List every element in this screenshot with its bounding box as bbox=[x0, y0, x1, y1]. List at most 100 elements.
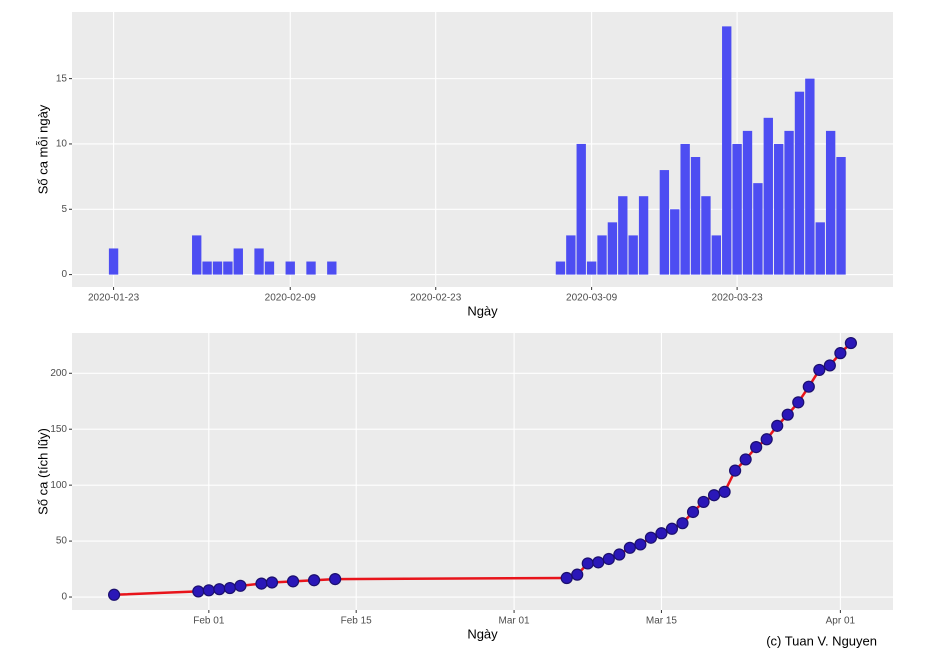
x-tick-label: Feb 15 bbox=[341, 616, 373, 627]
bar bbox=[233, 248, 243, 275]
bar bbox=[638, 196, 649, 275]
point bbox=[760, 433, 773, 446]
bar bbox=[108, 248, 119, 275]
point bbox=[602, 552, 615, 566]
point bbox=[613, 548, 626, 561]
point bbox=[792, 396, 805, 409]
bar bbox=[836, 157, 846, 275]
point bbox=[192, 585, 205, 598]
point bbox=[750, 441, 763, 454]
point bbox=[665, 522, 679, 535]
point bbox=[823, 359, 836, 372]
x-tick-label: 2020-01-23 bbox=[88, 293, 140, 304]
bar bbox=[774, 143, 784, 275]
bar bbox=[607, 222, 618, 275]
bar bbox=[815, 222, 825, 275]
x-tick-label: Mar 15 bbox=[646, 616, 678, 627]
bar bbox=[825, 130, 836, 275]
point bbox=[307, 574, 321, 587]
point bbox=[634, 538, 647, 551]
point bbox=[223, 581, 236, 595]
bar bbox=[306, 261, 316, 275]
point bbox=[108, 588, 121, 601]
point bbox=[707, 489, 721, 502]
bar bbox=[555, 261, 566, 275]
y-tick-label: 15 bbox=[56, 73, 68, 84]
y-tick-label: 0 bbox=[61, 592, 67, 603]
bar bbox=[680, 143, 690, 275]
point bbox=[834, 347, 847, 360]
x-tick-label: 2020-02-23 bbox=[410, 293, 462, 304]
bar bbox=[576, 143, 586, 275]
x-tick-label: 2020-03-23 bbox=[712, 293, 764, 304]
y-tick-label: 150 bbox=[50, 424, 67, 435]
point bbox=[581, 557, 594, 570]
bar bbox=[732, 143, 742, 275]
bar bbox=[794, 91, 805, 275]
bar bbox=[202, 261, 212, 275]
y-tick-label: 50 bbox=[56, 536, 68, 547]
y-axis-label: Số ca (tích lũy) bbox=[35, 428, 50, 515]
annotation: (c) Tuan V. Nguyen bbox=[766, 633, 877, 648]
bar bbox=[264, 261, 275, 275]
point bbox=[697, 495, 710, 509]
bar bbox=[192, 235, 202, 275]
bar bbox=[742, 130, 753, 275]
point bbox=[739, 453, 752, 466]
point bbox=[781, 408, 794, 421]
point bbox=[686, 505, 700, 519]
point bbox=[676, 517, 689, 530]
point bbox=[592, 556, 605, 569]
bar bbox=[753, 183, 763, 275]
y-tick-label: 0 bbox=[61, 269, 67, 280]
bar bbox=[597, 235, 607, 275]
plot-panel bbox=[72, 333, 893, 610]
point bbox=[265, 576, 279, 589]
x-tick-label: Apr 01 bbox=[826, 616, 856, 627]
bar bbox=[327, 261, 337, 275]
bar bbox=[763, 117, 773, 275]
y-axis-label: Số ca mỗi ngày bbox=[35, 104, 50, 194]
x-tick-label: 2020-02-09 bbox=[265, 293, 317, 304]
point bbox=[802, 380, 815, 393]
point bbox=[202, 584, 215, 597]
point bbox=[329, 573, 342, 586]
point bbox=[771, 419, 784, 432]
bar bbox=[711, 235, 722, 275]
x-tick-label: 2020-03-09 bbox=[566, 293, 618, 304]
point bbox=[286, 575, 300, 588]
point bbox=[571, 568, 584, 581]
point bbox=[655, 527, 668, 540]
point bbox=[234, 579, 247, 592]
bar bbox=[212, 261, 223, 275]
point bbox=[560, 571, 573, 585]
bar bbox=[566, 235, 576, 275]
x-tick-label: Feb 01 bbox=[193, 616, 225, 627]
bar bbox=[690, 157, 701, 275]
point bbox=[623, 541, 636, 554]
y-tick-label: 200 bbox=[50, 368, 67, 379]
bar bbox=[586, 261, 597, 275]
point bbox=[729, 464, 742, 477]
point bbox=[213, 583, 226, 596]
point bbox=[718, 485, 731, 498]
bar bbox=[670, 209, 680, 275]
bar bbox=[784, 130, 794, 275]
bar bbox=[701, 196, 711, 275]
bar bbox=[618, 196, 628, 275]
bar bbox=[254, 248, 264, 275]
point bbox=[644, 531, 658, 544]
bar bbox=[805, 78, 815, 275]
point bbox=[813, 363, 826, 377]
x-axis-label: Ngày bbox=[467, 626, 498, 641]
bar bbox=[223, 261, 233, 275]
bar bbox=[659, 170, 670, 275]
x-axis-label: Ngày bbox=[467, 303, 498, 318]
y-tick-label: 5 bbox=[61, 204, 67, 215]
y-tick-label: 10 bbox=[56, 139, 68, 150]
bar bbox=[628, 235, 638, 275]
y-tick-label: 100 bbox=[50, 480, 67, 491]
bar bbox=[285, 261, 295, 275]
point bbox=[844, 336, 857, 350]
